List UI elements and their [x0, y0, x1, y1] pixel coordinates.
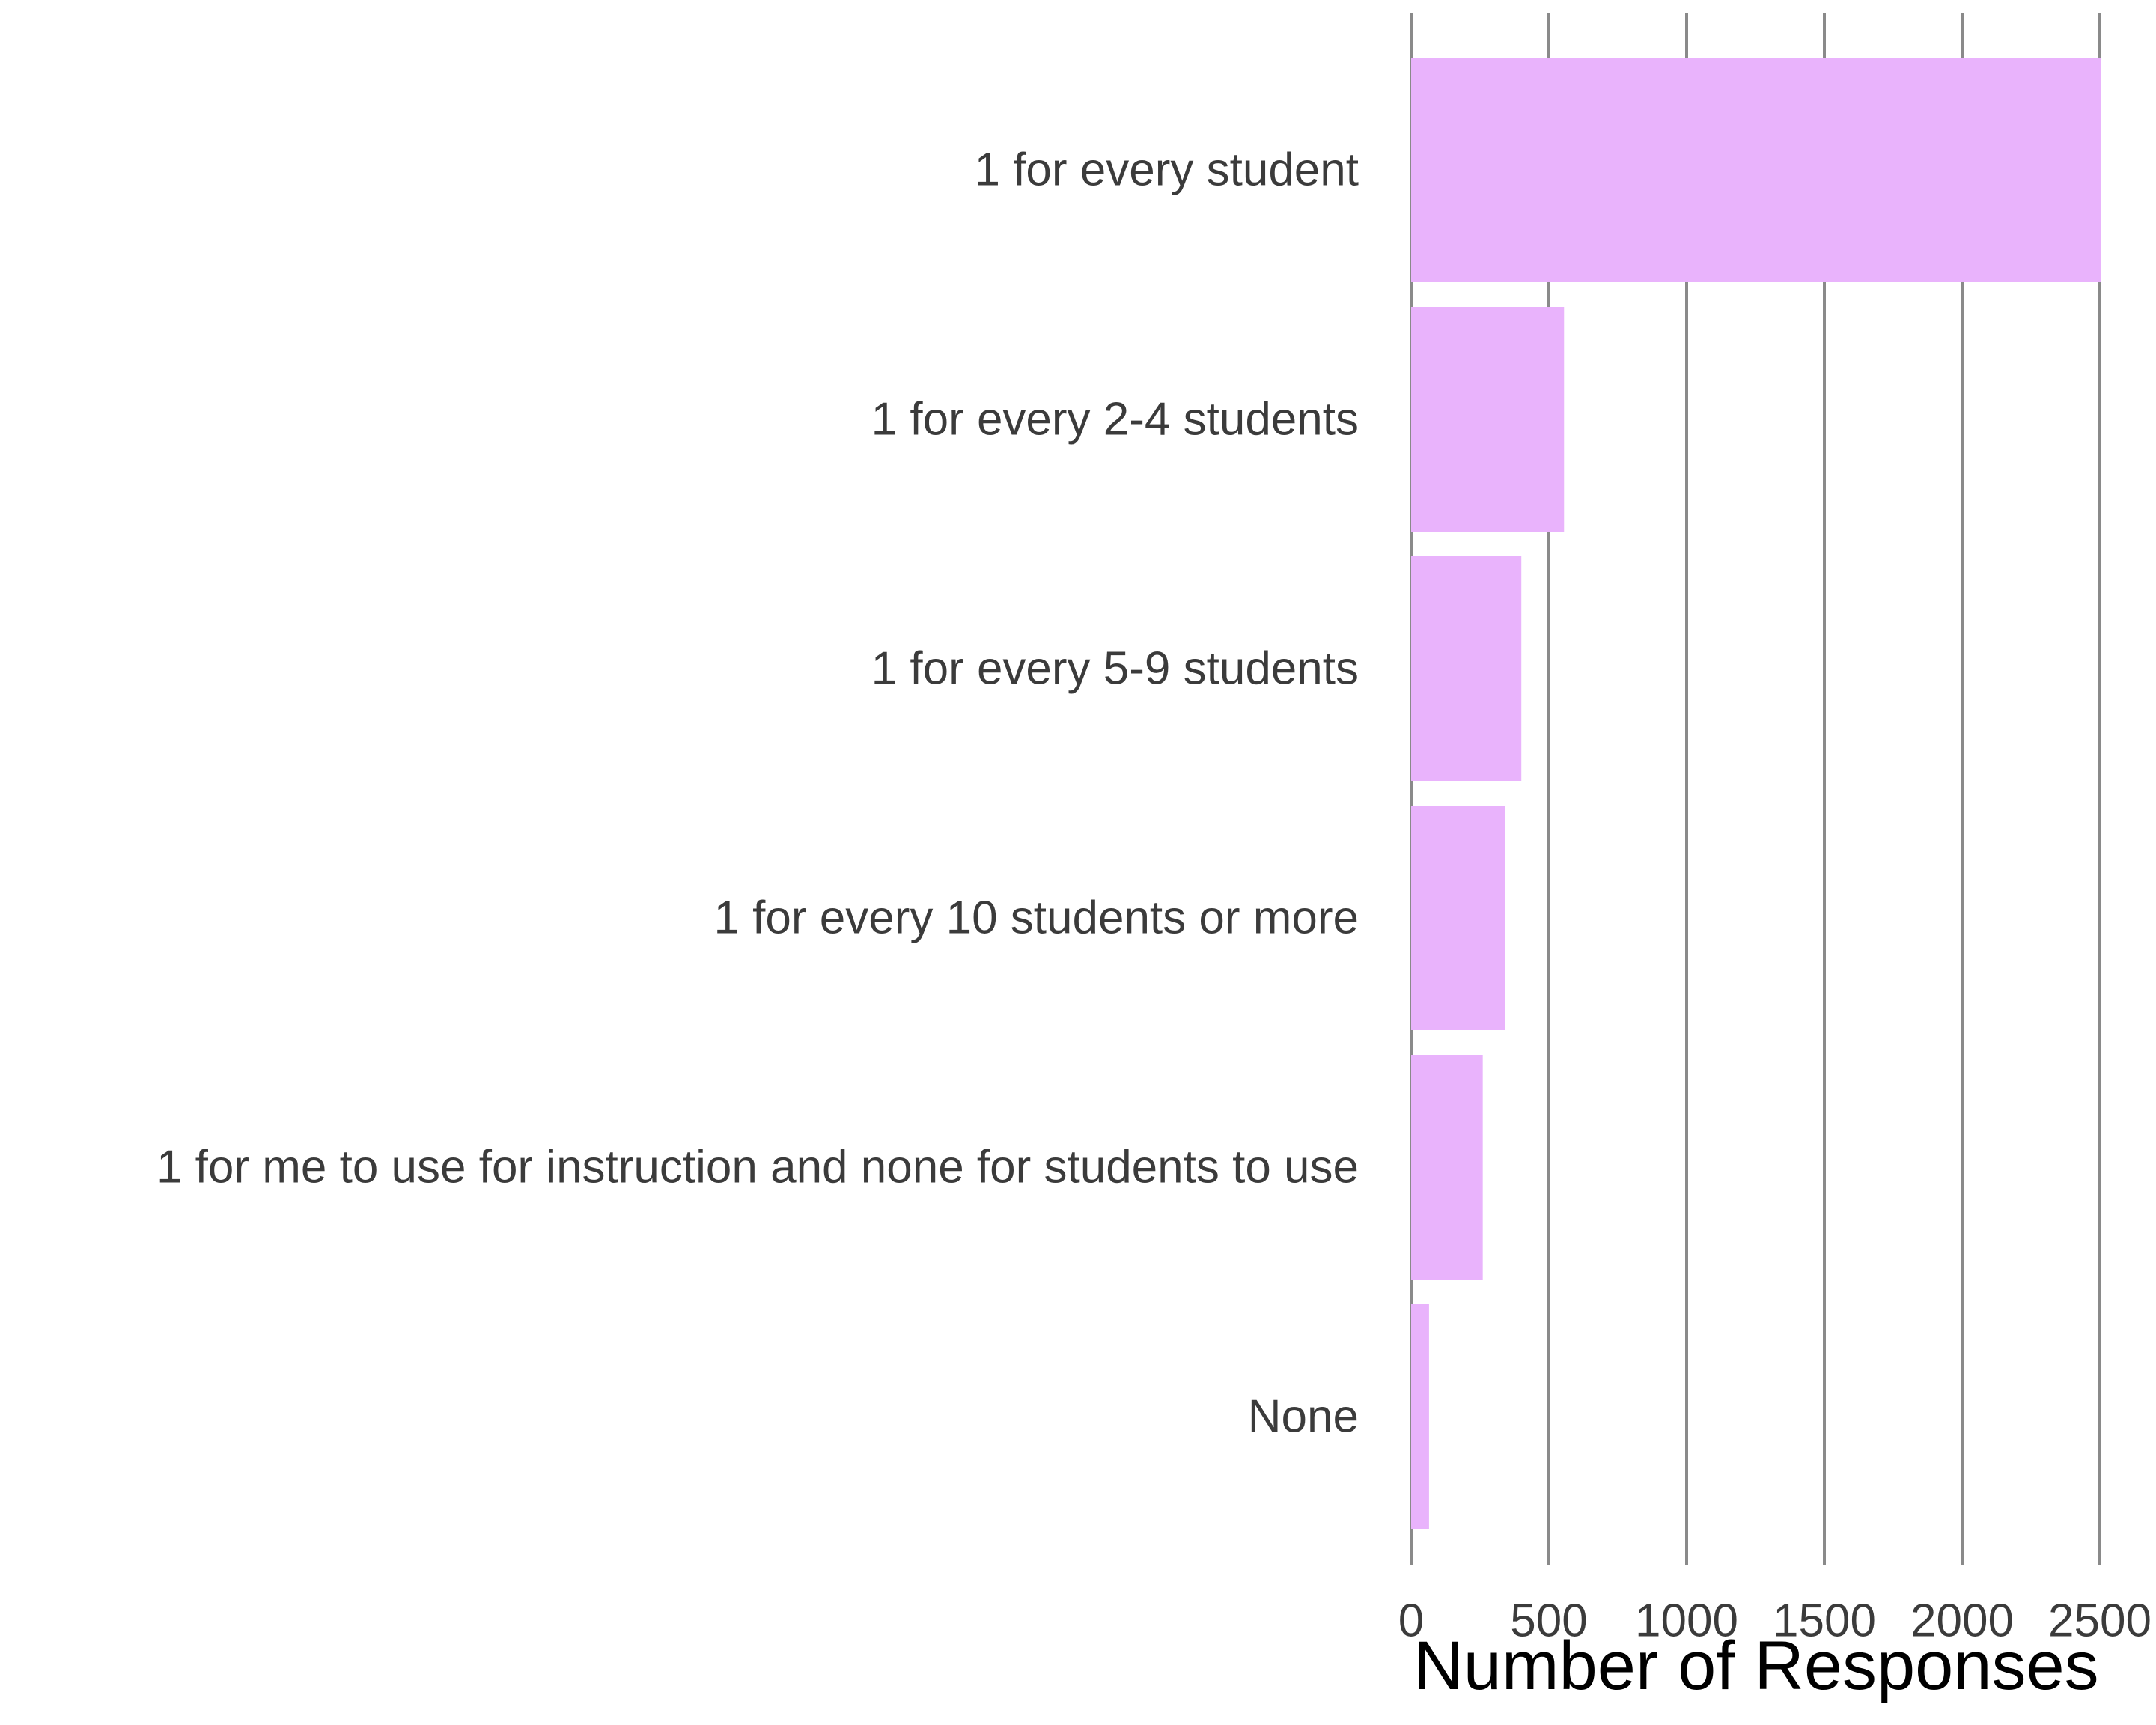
bar [1411, 806, 1505, 1030]
bar [1411, 556, 1522, 781]
x-tick-label: 0 [1398, 1595, 1424, 1647]
bars [1411, 58, 2101, 1529]
x-tick-label: 500 [1510, 1595, 1587, 1647]
bar [1411, 307, 1565, 532]
x-tick-label: 1500 [1773, 1595, 1876, 1647]
bar [1411, 1304, 1429, 1529]
category-label: 1 for every 5-9 students [871, 643, 1359, 695]
category-label: 1 for me to use for instruction and none… [156, 1142, 1359, 1193]
x-tick-label: 2500 [2048, 1595, 2152, 1647]
category-label: 1 for every 2-4 students [871, 394, 1359, 445]
category-label: 1 for every 10 students or more [713, 892, 1359, 944]
x-tick-label: 1000 [1635, 1595, 1738, 1647]
x-axis-title: Number of Responses [1413, 1628, 2098, 1704]
bar [1411, 1055, 1483, 1280]
bar [1411, 58, 2101, 282]
category-label: None [1248, 1391, 1359, 1443]
category-labels: 1 for every student 1 for every 2-4 stude… [156, 144, 1359, 1443]
category-label: 1 for every student [975, 144, 1359, 196]
x-tick-label: 2000 [1910, 1595, 2014, 1647]
x-tick-labels: 0 500 1000 1500 2000 2500 [1398, 1595, 2152, 1647]
